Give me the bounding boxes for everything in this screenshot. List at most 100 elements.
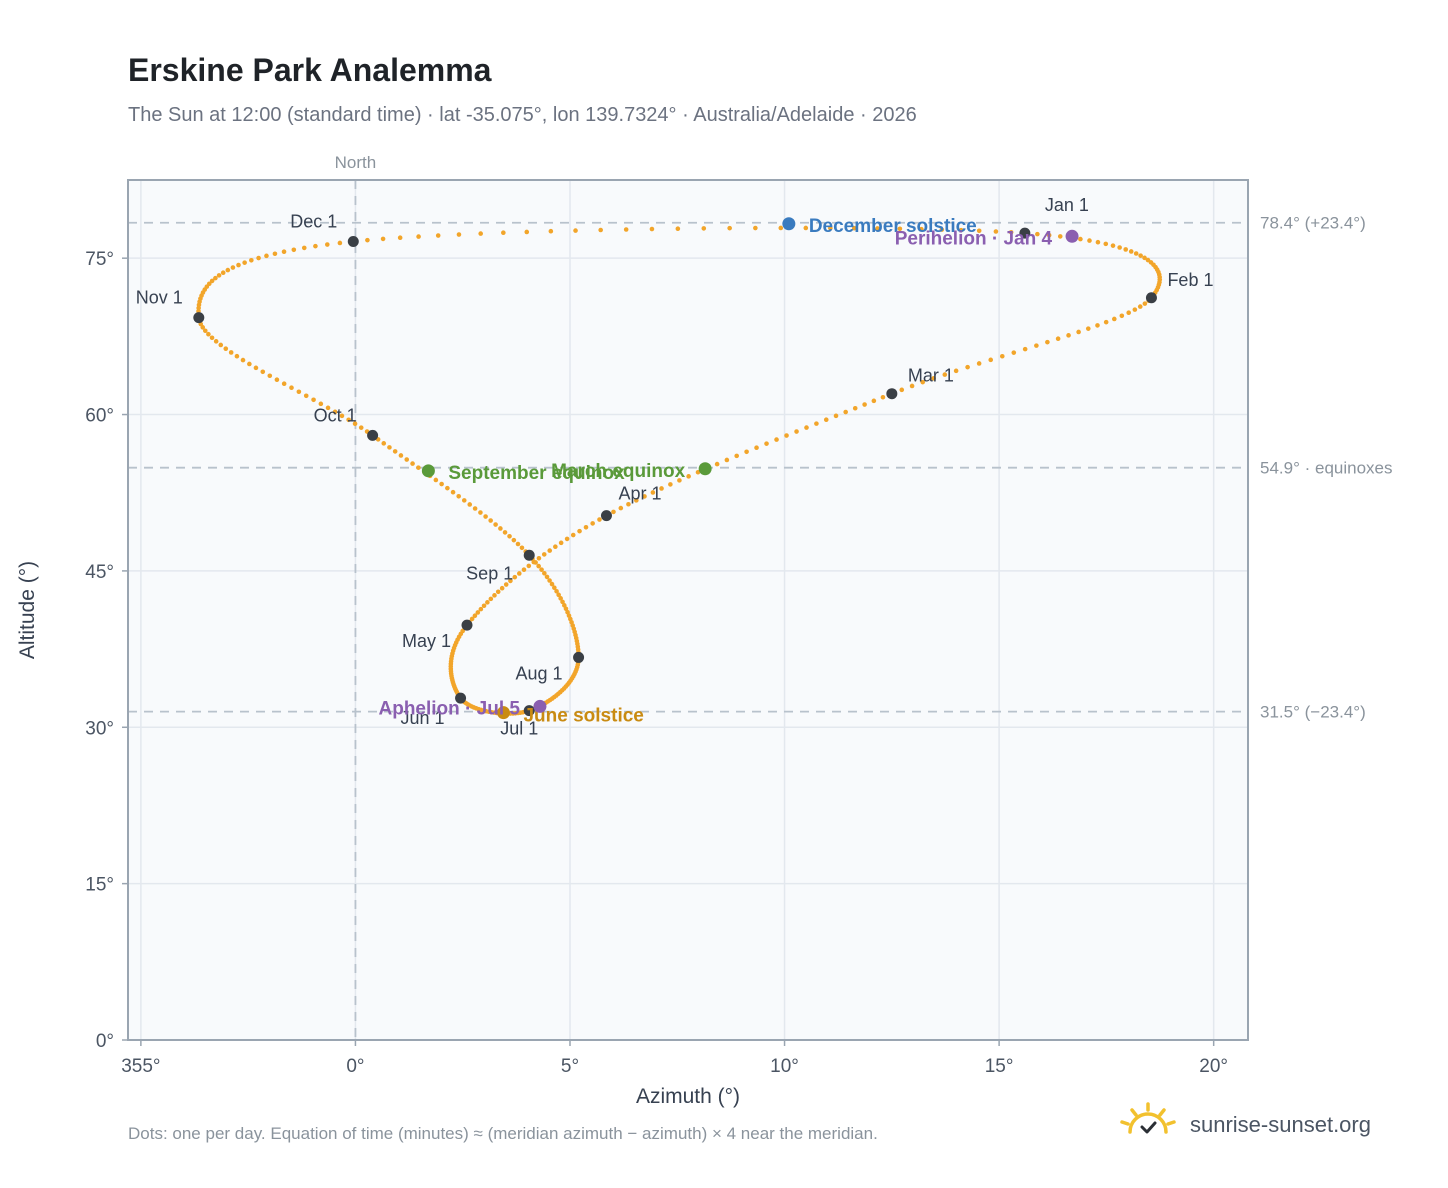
event-label: March equinox [551,461,686,482]
daily-sun-dot [488,518,493,523]
daily-sun-dot [623,227,629,232]
daily-sun-dot [234,353,240,359]
daily-sun-dot [267,373,273,379]
daily-sun-dot [899,387,905,393]
daily-sun-dot [650,490,656,495]
x-tick-label: 355° [121,1056,160,1077]
daily-sun-dot [1085,326,1091,331]
daily-sun-dot [272,251,278,257]
daily-sun-dot [1066,333,1071,338]
daily-sun-dot [1103,241,1109,247]
daily-sun-dot [519,545,525,551]
daily-sun-dot [714,461,720,467]
daily-sun-dot [467,502,473,507]
y-tick-label: 0° [96,1031,114,1052]
daily-sun-dot [533,560,538,565]
daily-sun-dot [228,350,234,355]
daily-sun-dot [260,369,266,375]
month-marker [523,549,535,561]
daily-sun-dot [492,593,497,598]
daily-sun-dot [1095,323,1100,328]
brand-name[interactable]: sunrise-sunset.org [1190,1112,1371,1137]
daily-sun-dot [445,485,450,491]
daily-sun-dot [573,228,578,233]
daily-sun-dot [852,405,858,411]
daily-sun-dot [512,574,518,580]
daily-sun-dot [814,421,819,426]
daily-sun-dot [686,474,691,479]
daily-sun-dot [999,353,1005,359]
daily-sun-dot [220,270,226,276]
daily-sun-dot [541,552,547,557]
daily-sun-dot [1057,234,1063,239]
daily-sun-dot [387,445,392,450]
month-label: Feb 1 [1167,270,1213,290]
daily-sun-dot [416,465,421,470]
event-label: Perihelion · Jan 4 [895,228,1053,249]
month-marker [600,510,612,522]
daily-sun-dot [547,548,553,553]
daily-sun-dot [472,506,478,511]
daily-sun-dot [256,255,261,261]
meridian-label: North [335,153,377,172]
daily-sun-dot [1137,304,1143,309]
event-marker [1065,229,1079,243]
daily-sun-dot [851,225,857,231]
daily-sun-dot [230,265,236,270]
event-marker [421,464,435,478]
daily-sun-dot [724,457,730,463]
daily-sun-dot [1045,339,1050,345]
daily-sun-dot [1078,236,1083,242]
daily-sun-dot [744,449,749,455]
daily-sun-dot [485,600,490,605]
daily-sun-dot [202,328,208,334]
daily-sun-dot [558,596,563,601]
daily-sun-dot [478,231,483,236]
month-marker [573,651,585,663]
daily-sun-dot [1142,255,1147,261]
daily-sun-dot [318,401,324,407]
daily-sun-dot [247,361,252,367]
daily-sun-dot [380,236,386,242]
plot-frame [127,179,1249,1041]
month-label: Jul 1 [500,719,538,739]
daily-sun-dot [503,582,509,587]
daily-sun-dot [493,522,498,527]
brand[interactable]: sunrise-sunset.org [1118,1100,1398,1148]
month-label: Jan 1 [1045,195,1089,215]
month-marker [886,388,898,400]
daily-sun-dot [392,449,398,454]
daily-sun-dot [626,501,631,507]
daily-sun-dot [206,281,212,287]
daily-sun-dot [1142,301,1148,306]
daily-sun-dot [764,441,769,446]
daily-sun-dot [562,603,567,608]
daily-sun-dot [942,372,948,377]
daily-sun-dot [958,227,964,233]
daily-sun-dot [1011,350,1017,355]
daily-sun-dot [677,478,682,483]
daily-sun-dot [381,441,387,446]
daily-sun-dot [223,346,229,351]
y-tick-label: 30° [85,718,114,739]
daily-sun-dot [515,541,521,547]
event-marker [782,217,796,231]
y-tick-label: 60° [85,406,114,427]
daily-sun-dot [435,233,441,238]
daily-sun-dot [521,567,527,572]
daily-sun-dot [920,379,926,385]
daily-sun-dot [469,616,475,622]
daily-sun-dot [988,357,994,363]
daily-sun-dot [570,532,576,538]
daily-sun-dot [439,481,444,487]
daily-sun-dot [481,603,487,609]
x-tick-label: 15° [985,1056,1014,1077]
daily-sun-dot [542,570,547,576]
daily-sun-dot [597,517,602,522]
daily-sun-dot [1112,316,1117,322]
daily-sun-dot [206,331,211,337]
daily-sun-dot [498,526,503,531]
daily-sun-dot [352,421,358,427]
month-marker [367,429,379,441]
daily-sun-dot [871,398,877,404]
